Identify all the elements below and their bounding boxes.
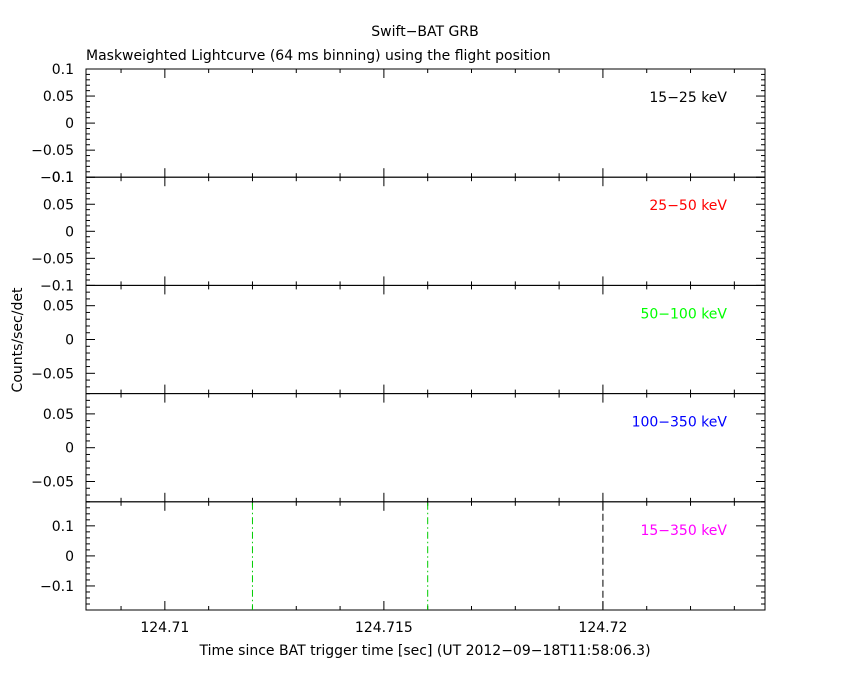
y-tick-label: 0.05 — [43, 89, 74, 105]
panel-0-x-ticks — [120, 69, 735, 178]
panel-3-y-ticks — [86, 393, 765, 503]
y-tick-label: 0 — [65, 549, 74, 565]
y-tick-label: 0 — [65, 441, 74, 457]
panel-frame-2 — [85, 284, 766, 395]
y-tick-label: 0.1 — [52, 170, 74, 186]
panel-1-x-ticks — [120, 177, 735, 286]
y-tick-label: −0.1 — [40, 278, 74, 294]
panel-2-x-ticks — [120, 285, 735, 394]
panels-group: −0.1 −0.05 0 0.05 0.1 15−25 keV −0.1 −0.05 0 0.05… — [31, 62, 766, 636]
y-tick-label: 0 — [65, 116, 74, 132]
y-tick-label: −0.05 — [31, 475, 74, 491]
panel-4-y-ticks — [86, 501, 765, 611]
panel-1-y-ticks — [86, 176, 765, 286]
y-tick-label: −0.1 — [40, 170, 74, 186]
x-axis-label: Time since BAT trigger time [sec] (UT 20… — [198, 643, 650, 659]
x-tick-label: 124.72 — [578, 620, 627, 636]
panel-frame-0 — [85, 68, 766, 178]
y-tick-label: 0 — [65, 224, 74, 240]
panel-frame-1 — [85, 176, 766, 286]
band-label-3: 100−350 keV — [632, 415, 728, 431]
y-axis-label: Counts/sec/det — [10, 287, 26, 392]
y-tick-label: 0.1 — [52, 519, 74, 535]
band-label-0: 15−25 keV — [649, 90, 727, 106]
y-tick-label: 0.1 — [52, 62, 74, 78]
chart-title: Swift−BAT GRB — [371, 24, 478, 40]
y-tick-label: 0 — [65, 333, 74, 349]
panel-3-x-ticks — [120, 393, 735, 502]
x-tick-label: 124.71 — [140, 620, 189, 636]
y-tick-label: 0.05 — [43, 197, 74, 213]
y-tick-label: −0.05 — [31, 143, 74, 159]
panel-frame-3 — [85, 393, 766, 503]
y-tick-label: −0.1 — [40, 579, 74, 595]
band-label-4: 15−350 keV — [640, 523, 727, 539]
chart-subtitle: Maskweighted Lightcurve (64 ms binning) … — [86, 48, 551, 64]
band-label-1: 25−50 keV — [649, 198, 727, 214]
y-tick-label: −0.05 — [31, 366, 74, 382]
panel-frame-4 — [85, 501, 766, 611]
panel-2-y-ticks — [86, 284, 765, 395]
panel-0-y-ticks — [86, 68, 765, 178]
x-tick-label: 124.715 — [355, 620, 413, 636]
y-tick-label: 0.05 — [43, 407, 74, 423]
y-tick-label: 0.05 — [43, 299, 74, 315]
y-tick-label: −0.05 — [31, 251, 74, 267]
band-label-2: 50−100 keV — [640, 306, 727, 322]
